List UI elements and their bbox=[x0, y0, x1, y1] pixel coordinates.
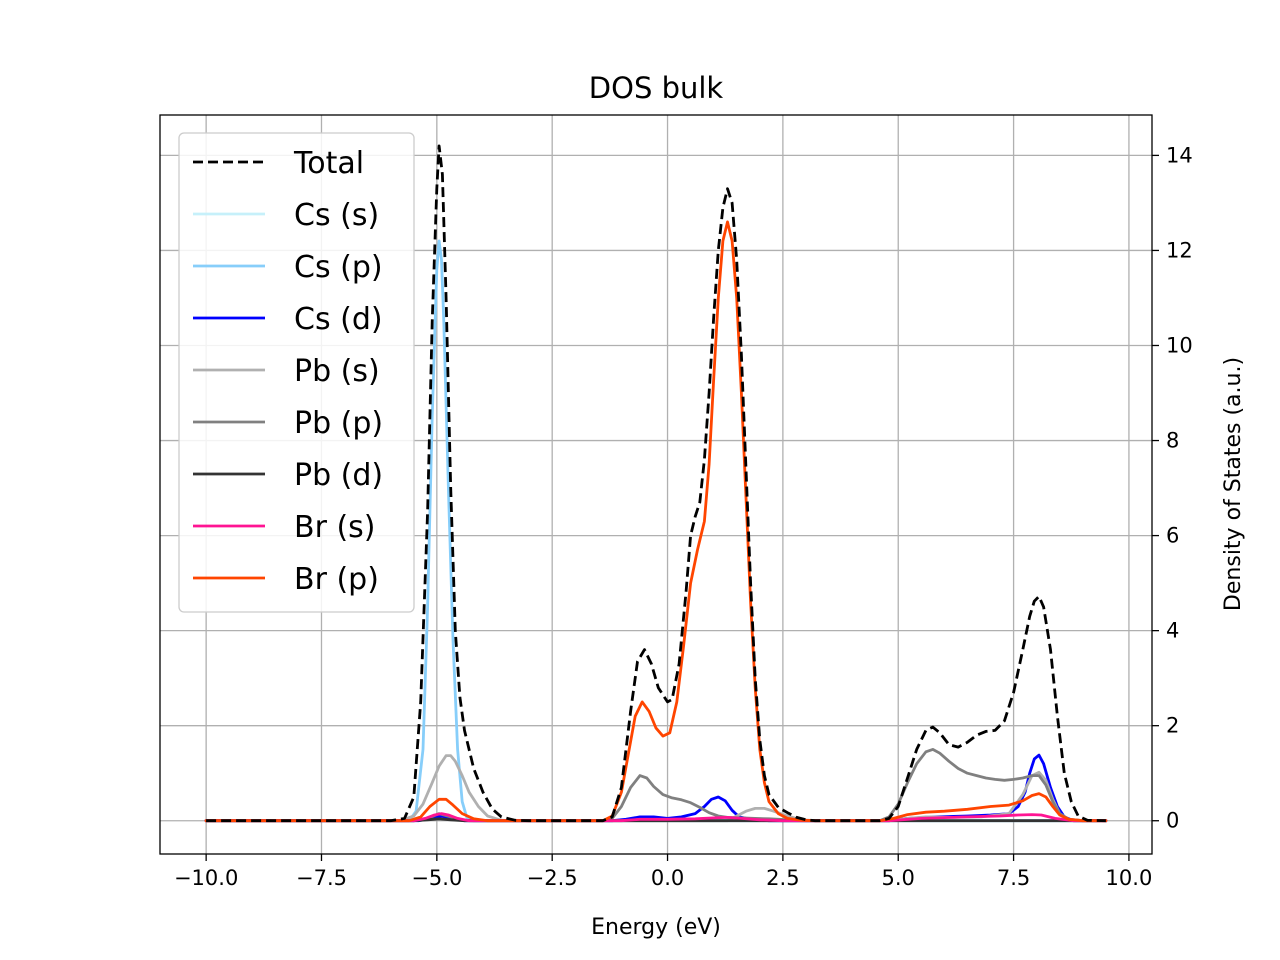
x-tick-label: −2.5 bbox=[527, 866, 578, 890]
legend-label-pb-d: Pb (d) bbox=[294, 458, 383, 493]
x-tick-label: 10.0 bbox=[1106, 866, 1153, 890]
y-tick-label: 10 bbox=[1166, 333, 1193, 357]
plot-frame bbox=[159, 114, 1153, 855]
y-tick-label: 8 bbox=[1166, 429, 1179, 453]
x-tick-label: −7.5 bbox=[296, 866, 347, 890]
y-tick-label: 12 bbox=[1166, 238, 1193, 262]
x-tick-label: 2.5 bbox=[766, 866, 799, 890]
series-lines bbox=[204, 144, 1108, 823]
x-tick-label: −5.0 bbox=[411, 866, 462, 890]
legend-label-cs-d: Cs (d) bbox=[294, 302, 383, 337]
y-axis-label: Density of States (a.u.) bbox=[1221, 357, 1246, 611]
legend-box bbox=[178, 132, 415, 613]
y-axis-ticks: 0 2 4 6 8 10 12 14 bbox=[1152, 143, 1193, 833]
y-tick-label: 6 bbox=[1166, 524, 1179, 548]
x-tick-label: 7.5 bbox=[997, 866, 1030, 890]
x-tick-label: 5.0 bbox=[882, 866, 915, 890]
legend: Total Cs (s) Cs (p) Cs (d) Pb (s) Pb (p) Pb (d… bbox=[178, 132, 415, 613]
x-tick-label: −10.0 bbox=[174, 866, 238, 890]
series-line-total bbox=[206, 144, 1106, 823]
chart-title: DOS bulk bbox=[589, 71, 724, 105]
series-line-br-s bbox=[204, 812, 1108, 823]
x-tick-label: 0.0 bbox=[651, 866, 684, 890]
series-line-pb-s bbox=[204, 754, 1108, 823]
legend-label-br-s: Br (s) bbox=[294, 510, 376, 545]
y-tick-label: 2 bbox=[1166, 714, 1179, 738]
x-axis-label: Energy (eV) bbox=[591, 915, 721, 940]
legend-label-br-p: Br (p) bbox=[294, 562, 379, 597]
x-axis-ticks: −10.0 −7.5 −5.0 −2.5 0.0 2.5 5.0 7.5 10.0 bbox=[174, 854, 1152, 890]
legend-label-pb-p: Pb (p) bbox=[294, 406, 383, 441]
legend-label-cs-p: Cs (p) bbox=[294, 250, 383, 285]
y-tick-label: 0 bbox=[1166, 809, 1179, 833]
legend-label-pb-s: Pb (s) bbox=[294, 354, 380, 389]
y-tick-label: 4 bbox=[1166, 619, 1179, 643]
y-tick-label: 14 bbox=[1166, 143, 1193, 167]
series-line-cs-p bbox=[204, 239, 1108, 823]
legend-label-cs-s: Cs (s) bbox=[294, 198, 379, 233]
legend-label-total: Total bbox=[293, 146, 364, 181]
